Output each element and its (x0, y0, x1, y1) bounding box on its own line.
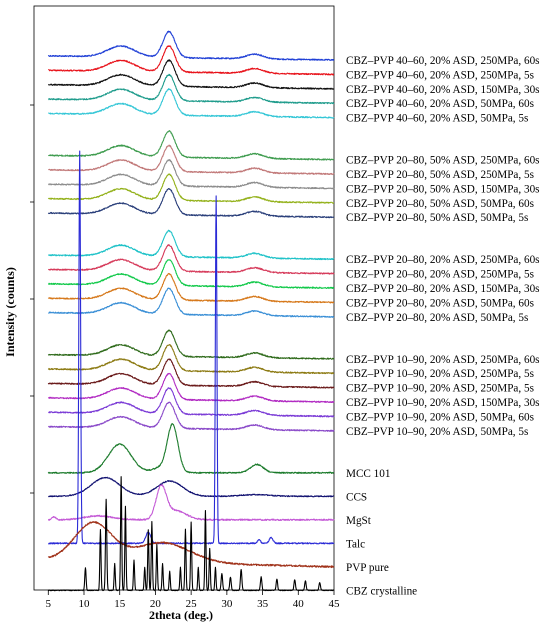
series-trace (47, 343, 335, 375)
legend-label: CBZ–PVP 10–90, 20% ASD, 50MPa, 5s (346, 426, 528, 438)
x-tick-label: 20 (150, 598, 162, 610)
series-trace (47, 229, 335, 261)
legend-label: CBZ–PVP 20–80, 20% ASD, 150MPa, 30s (346, 283, 540, 295)
x-tick-label: 10 (79, 598, 91, 610)
legend-label: CBZ–PVP 10–90, 20% ASD, 250MPa, 5s (346, 383, 534, 395)
x-tick-label: 35 (257, 598, 269, 610)
x-tick-label: 15 (114, 598, 126, 610)
legend-label: CBZ–PVP 40–60, 20% ASD, 50MPa, 60s (346, 98, 534, 110)
legend-label: CBZ–PVP 10–90, 20% ASD, 150MPa, 30s (346, 397, 540, 409)
legend-label: CBZ–PVP 20–80, 50% ASD, 150MPa, 30s (346, 183, 540, 195)
series-trace (48, 372, 335, 403)
series-trace (47, 329, 335, 360)
legend-label: CBZ–PVP 40–60, 20% ASD, 150MPa, 30s (346, 84, 540, 96)
legend-label: CBZ–PVP 20–80, 20% ASD, 50MPa, 60s (346, 297, 534, 309)
series-trace (47, 30, 335, 62)
series-trace (48, 130, 335, 161)
legend-label: CBZ–PVP 40–60, 20% ASD, 250MPa, 60s (346, 55, 540, 67)
legend-label: MCC 101 (346, 468, 390, 480)
series-trace (47, 173, 335, 204)
legend-label: CBZ crystalline (346, 585, 417, 597)
x-tick-label: 45 (329, 598, 341, 610)
legend-label: PVP pure (346, 562, 389, 574)
legend-label: CBZ–PVP 10–90, 20% ASD, 250MPa, 5s (346, 368, 534, 380)
series-trace (47, 259, 335, 290)
legend-label: MgSt (346, 515, 372, 527)
series-trace (47, 484, 335, 522)
legend-label: CBZ–PVP 20–80, 50% ASD, 50MPa, 60s (346, 198, 534, 210)
legend-label: CBZ–PVP 20–80, 50% ASD, 250MPa, 5s (346, 169, 534, 181)
x-axis-title: 2theta (deg.) (149, 608, 213, 622)
series-trace (47, 272, 335, 304)
series-trace (47, 358, 335, 389)
series-trace (48, 476, 335, 498)
series-trace (47, 244, 335, 275)
y-axis-title: Intensity (counts) (3, 267, 17, 357)
legend-label: CBZ–PVP 40–60, 20% ASD, 250MPa, 5s (346, 69, 534, 81)
legend-label: Talc (346, 538, 365, 550)
legend-label: CCS (346, 491, 367, 503)
legend-label: CBZ–PVP 40–60, 20% ASD, 50MPa, 5s (346, 113, 528, 125)
x-tick-label: 30 (221, 598, 233, 610)
x-tick-label: 40 (293, 598, 305, 610)
series-trace (48, 159, 335, 190)
series-trace (47, 423, 335, 474)
series-trace (48, 88, 335, 119)
series-trace (48, 287, 335, 318)
series-trace (47, 401, 335, 432)
legend-label: CBZ–PVP 10–90, 20% ASD, 250MPa, 60s (346, 354, 540, 366)
x-tick-label: 5 (46, 598, 52, 610)
series-trace (47, 45, 335, 76)
series-trace (48, 387, 335, 418)
series-trace (48, 73, 335, 105)
series-trace (47, 521, 335, 569)
legend-label: CBZ–PVP 20–80, 20% ASD, 250MPa, 60s (346, 254, 540, 266)
legend-label: CBZ–PVP 20–80, 50% ASD, 250MPa, 60s (346, 155, 540, 167)
series-trace (48, 144, 335, 176)
x-tick-label: 25 (186, 598, 198, 610)
legend-label: CBZ–PVP 20–80, 50% ASD, 50MPa, 5s (346, 212, 528, 224)
legend-label: CBZ–PVP 10–90, 20% ASD, 50MPa, 60s (346, 411, 534, 423)
legend-label: CBZ–PVP 20–80, 20% ASD, 250MPa, 5s (346, 269, 534, 281)
series-trace (47, 188, 335, 219)
legend-label: CBZ–PVP 20–80, 20% ASD, 50MPa, 5s (346, 312, 528, 324)
series-trace (48, 59, 335, 90)
series-trace (47, 476, 335, 592)
